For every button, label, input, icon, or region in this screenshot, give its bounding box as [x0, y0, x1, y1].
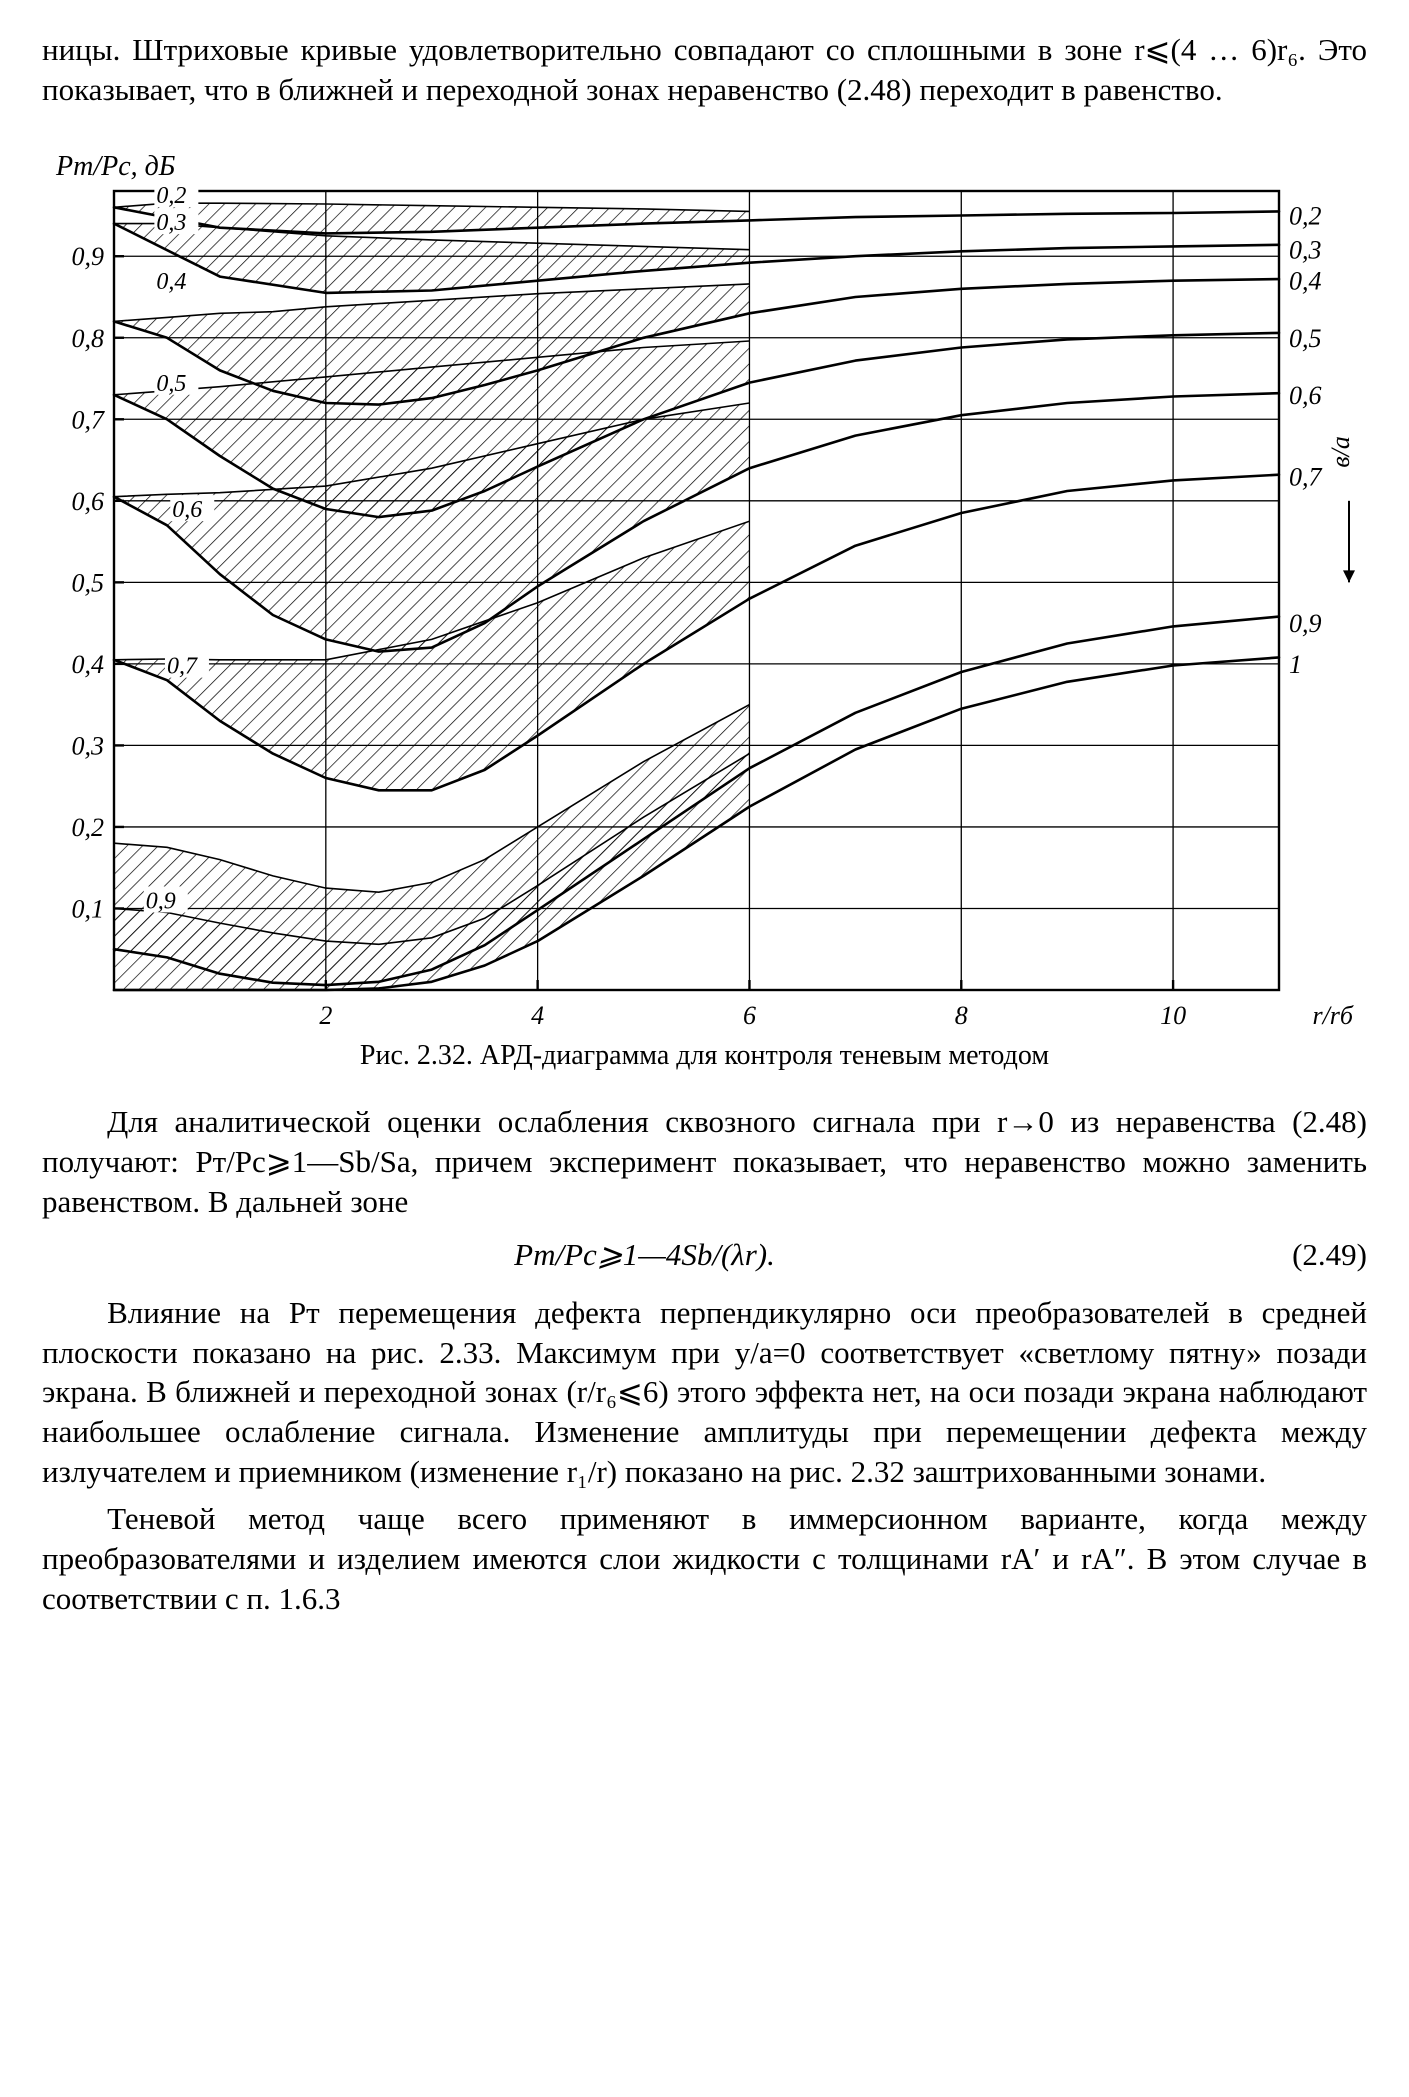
svg-text:0,8: 0,8	[72, 324, 105, 353]
svg-text:0,9: 0,9	[1289, 609, 1322, 638]
svg-text:0,6: 0,6	[72, 487, 105, 516]
figure-2-32: 0,10,20,30,40,50,60,70,80,9246810Pт/Pс, …	[42, 137, 1367, 1032]
svg-text:10: 10	[1160, 1001, 1186, 1030]
svg-text:0,4: 0,4	[72, 650, 105, 679]
equation-text: Pт/Pс⩾1—4Sb/(λr).	[42, 1235, 1247, 1275]
svg-text:6: 6	[743, 1001, 756, 1030]
svg-text:0,5: 0,5	[156, 371, 186, 397]
svg-text:r/rб: r/rб	[1312, 1001, 1353, 1030]
svg-text:0,5: 0,5	[1289, 324, 1322, 353]
para-shadow-method: Теневой метод чаще всего применяют в имм…	[42, 1499, 1367, 1618]
svg-text:0,6: 0,6	[1289, 381, 1322, 410]
svg-text:0,3: 0,3	[156, 210, 186, 236]
svg-text:0,4: 0,4	[1289, 267, 1322, 296]
svg-text:0,2: 0,2	[72, 813, 105, 842]
svg-text:4: 4	[531, 1001, 544, 1030]
svg-text:0,6: 0,6	[172, 497, 202, 523]
svg-text:0,3: 0,3	[1289, 236, 1322, 265]
para-analytical: Для аналитической оценки ослабления скво…	[42, 1102, 1367, 1221]
svg-text:0,7: 0,7	[1289, 463, 1323, 492]
svg-text:0,5: 0,5	[72, 569, 105, 598]
equation-2-49: Pт/Pс⩾1—4Sb/(λr). (2.49)	[42, 1235, 1367, 1275]
svg-text:0,1: 0,1	[72, 895, 105, 924]
svg-text:2: 2	[319, 1001, 332, 1030]
svg-text:0,7: 0,7	[72, 406, 106, 435]
svg-text:в/а: в/а	[1326, 436, 1355, 468]
svg-text:Pт/Pс, дБ: Pт/Pс, дБ	[55, 151, 175, 182]
chart-svg: 0,10,20,30,40,50,60,70,80,9246810Pт/Pс, …	[42, 137, 1367, 1032]
equation-number: (2.49)	[1247, 1235, 1367, 1275]
svg-text:0,2: 0,2	[156, 184, 186, 210]
svg-text:0,7: 0,7	[167, 654, 198, 680]
svg-text:0,9: 0,9	[72, 243, 105, 272]
figure-caption: Рис. 2.32. АРД-диаграмма для контроля те…	[42, 1038, 1367, 1074]
svg-text:8: 8	[955, 1001, 968, 1030]
svg-text:1: 1	[1289, 650, 1302, 679]
svg-text:0,2: 0,2	[1289, 202, 1322, 231]
svg-text:0,3: 0,3	[72, 732, 105, 761]
svg-text:0,9: 0,9	[146, 889, 176, 915]
para-influence: Влияние на Pт перемещения дефекта перпен…	[42, 1293, 1367, 1491]
svg-text:0,4: 0,4	[156, 269, 186, 295]
top-paragraph-fragment: ницы. Штриховые кривые удовлетворительно…	[42, 30, 1367, 109]
